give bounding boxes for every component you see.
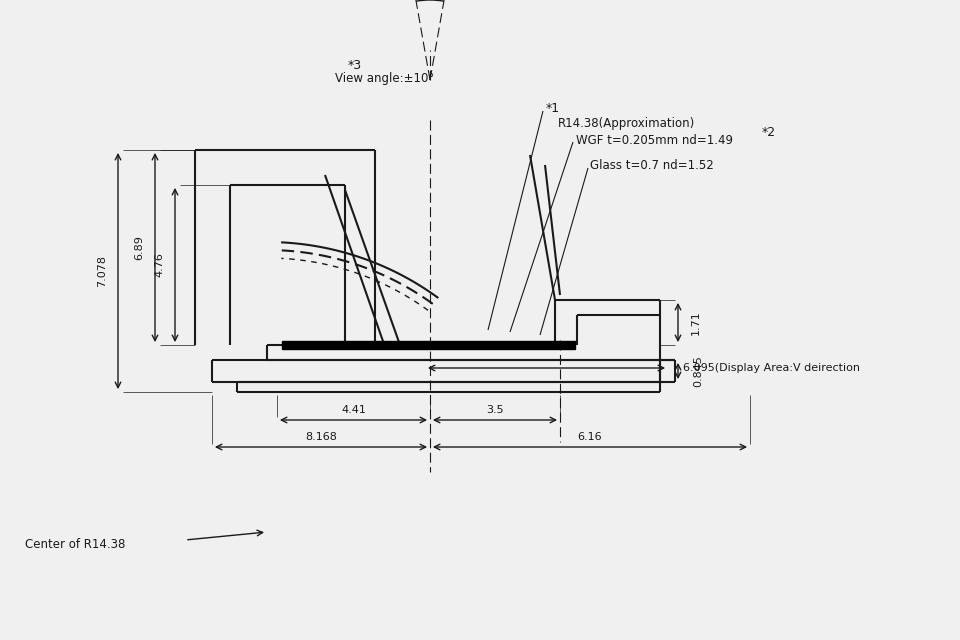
Text: Glass t=0.7 nd=1.52: Glass t=0.7 nd=1.52 (590, 159, 713, 172)
Text: Center of R14.38: Center of R14.38 (25, 538, 126, 552)
Text: 0.845: 0.845 (693, 355, 703, 387)
Text: 6.095(Display Area:V deirection: 6.095(Display Area:V deirection (683, 363, 860, 373)
Text: *3: *3 (348, 58, 362, 72)
Text: 6.89: 6.89 (134, 235, 144, 260)
Text: 3.5: 3.5 (486, 405, 504, 415)
Text: *1: *1 (546, 102, 560, 115)
Text: 6.16: 6.16 (578, 432, 602, 442)
Text: 4.76: 4.76 (154, 253, 164, 277)
Text: 1.71: 1.71 (691, 310, 701, 335)
Text: View angle:±10°: View angle:±10° (335, 72, 435, 84)
Text: 7.078: 7.078 (97, 255, 107, 287)
Polygon shape (282, 341, 575, 349)
Text: 4.41: 4.41 (341, 405, 366, 415)
Text: WGF t=0.205mm nd=1.49: WGF t=0.205mm nd=1.49 (576, 134, 733, 147)
Text: R14.38(Approximation): R14.38(Approximation) (558, 116, 695, 129)
Text: *2: *2 (762, 125, 776, 138)
Text: 8.168: 8.168 (305, 432, 337, 442)
